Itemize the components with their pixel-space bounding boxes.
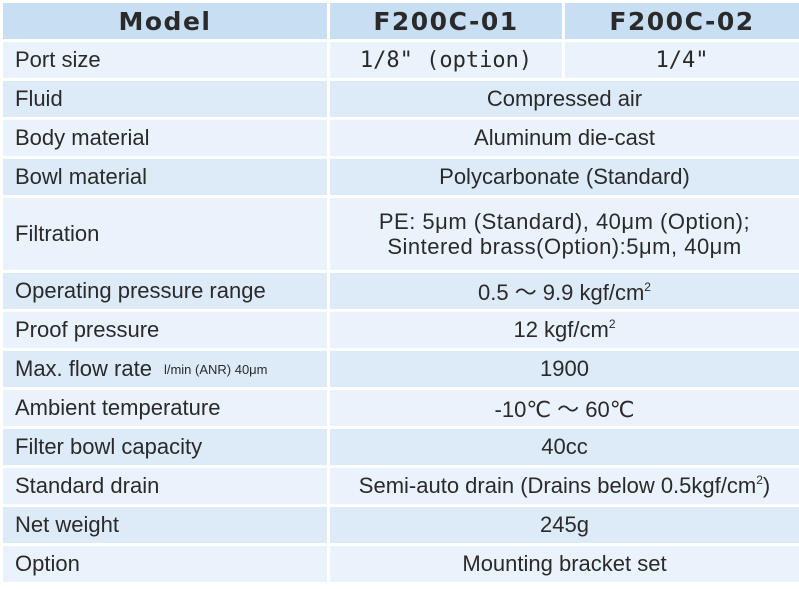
label-bowl-material: Bowl material	[3, 159, 327, 195]
row-body-material: Body material Aluminum die-cast	[3, 120, 799, 156]
row-option: Option Mounting bracket set	[3, 546, 799, 582]
row-proof-pressure: Proof pressure 12 kgf/cm2	[3, 312, 799, 348]
label-operating-pressure: Operating pressure range	[3, 273, 327, 309]
value-operating-pressure: 0.5 ～ 9.9 kgf/cm2	[330, 273, 799, 309]
value-max-flow: 1900	[330, 351, 799, 387]
label-standard-drain: Standard drain	[3, 468, 327, 504]
value-ambient-temp: -10℃ ～ 60℃	[330, 390, 799, 426]
row-fluid: Fluid Compressed air	[3, 81, 799, 117]
row-bowl-material: Bowl material Polycarbonate (Standard)	[3, 159, 799, 195]
row-port-size: Port size 1/8" (option) 1/4"	[3, 42, 799, 78]
label-fluid: Fluid	[3, 81, 327, 117]
standard-drain-sup: 2	[756, 473, 763, 487]
label-ambient-temp: Ambient temperature	[3, 390, 327, 426]
value-fluid: Compressed air	[330, 81, 799, 117]
value-body-material: Aluminum die-cast	[330, 120, 799, 156]
value-option: Mounting bracket set	[330, 546, 799, 582]
proof-pressure-text: 12 kgf/cm	[513, 317, 609, 342]
proof-pressure-sup: 2	[608, 317, 616, 331]
row-net-weight: Net weight 245g	[3, 507, 799, 543]
label-body-material: Body material	[3, 120, 327, 156]
filtration-line-2: Sintered brass(Option):5μm, 40μm	[387, 234, 742, 259]
max-flow-label-text: Max. flow rate	[15, 356, 152, 381]
value-bowl-capacity: 40cc	[330, 429, 799, 465]
filtration-line-1: PE: 5μm (Standard), 40μm (Option);	[378, 209, 751, 234]
max-flow-note: l/min (ANR) 40μm	[163, 362, 268, 377]
operating-pressure-sup: 2	[644, 280, 651, 294]
value-port-size-02: 1/4"	[565, 42, 799, 78]
label-proof-pressure: Proof pressure	[3, 312, 327, 348]
value-net-weight: 245g	[330, 507, 799, 543]
header-model: Model	[3, 3, 327, 39]
label-option: Option	[3, 546, 327, 582]
label-filtration: Filtration	[3, 198, 327, 270]
value-port-size-01: 1/8" (option)	[330, 42, 562, 78]
value-bowl-material: Polycarbonate (Standard)	[330, 159, 799, 195]
value-proof-pressure: 12 kgf/cm2	[330, 312, 799, 348]
row-bowl-capacity: Filter bowl capacity 40cc	[3, 429, 799, 465]
row-standard-drain: Standard drain Semi-auto drain (Drains b…	[3, 468, 799, 504]
header-f200c-02: F200C-02	[565, 3, 799, 39]
value-standard-drain: Semi-auto drain (Drains below 0.5kgf/cm2…	[330, 468, 799, 504]
row-max-flow: Max. flow rate l/min (ANR) 40μm 1900	[3, 351, 799, 387]
row-operating-pressure: Operating pressure range 0.5 ～ 9.9 kgf/c…	[3, 273, 799, 309]
row-filtration: Filtration PE: 5μm (Standard), 40μm (Opt…	[3, 198, 799, 270]
row-ambient-temp: Ambient temperature -10℃ ～ 60℃	[3, 390, 799, 426]
label-net-weight: Net weight	[3, 507, 327, 543]
operating-pressure-text: 0.5 ～ 9.9 kgf/cm	[478, 280, 645, 305]
header-f200c-01: F200C-01	[330, 3, 562, 39]
standard-drain-text: Semi-auto drain (Drains below 0.5kgf/cm	[358, 473, 757, 498]
label-bowl-capacity: Filter bowl capacity	[3, 429, 327, 465]
standard-drain-suffix: )	[762, 473, 771, 498]
label-max-flow: Max. flow rate l/min (ANR) 40μm	[3, 351, 327, 387]
label-port-size: Port size	[3, 42, 327, 78]
header-row: Model F200C-01 F200C-02	[3, 3, 799, 39]
value-filtration: PE: 5μm (Standard), 40μm (Option); Sinte…	[330, 198, 799, 270]
